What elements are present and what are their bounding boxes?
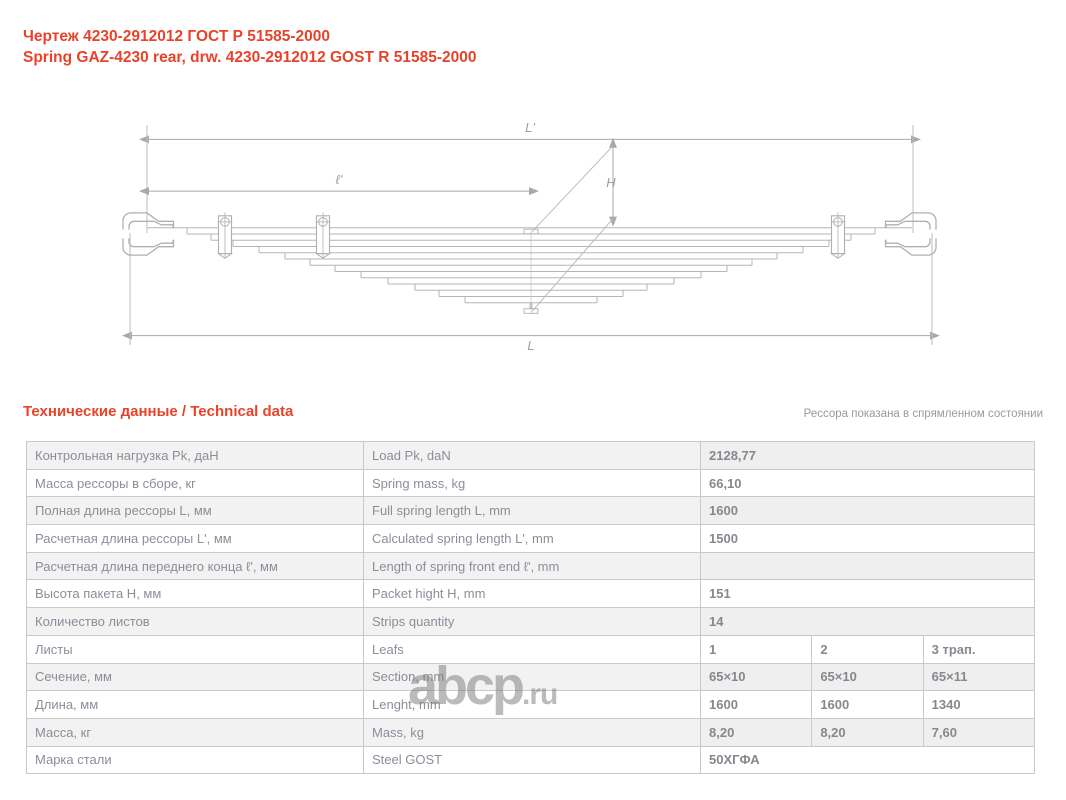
svg-text:L: L	[527, 338, 534, 353]
svg-text:H: H	[606, 175, 616, 190]
svg-text:ℓ': ℓ'	[336, 172, 343, 187]
svg-text:L': L'	[525, 120, 535, 135]
